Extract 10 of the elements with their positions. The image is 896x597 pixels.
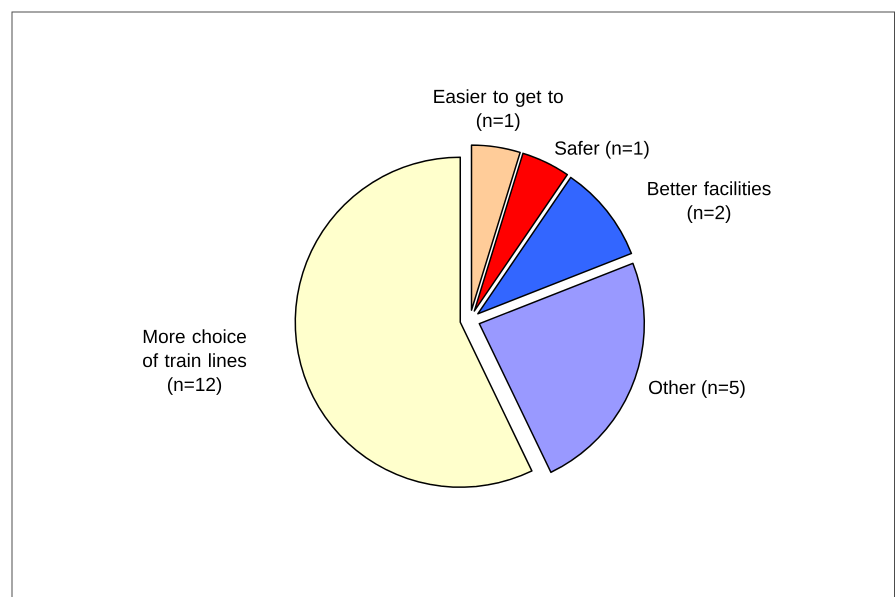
data-label: (n=2)	[688, 205, 730, 224]
slice-label: Easier to get to	[434, 89, 563, 107]
slice-label: Other	[649, 380, 696, 394]
data-label: (n=12)	[168, 377, 222, 395]
data-label: (n=1)	[606, 140, 649, 159]
data-label: (n=5)	[702, 380, 745, 398]
data-label: (n=1)	[476, 113, 520, 131]
slice-label: More choice of train lines	[143, 329, 246, 368]
slice-label: Safer	[555, 140, 600, 155]
slice-label: Better facilities	[648, 181, 771, 196]
